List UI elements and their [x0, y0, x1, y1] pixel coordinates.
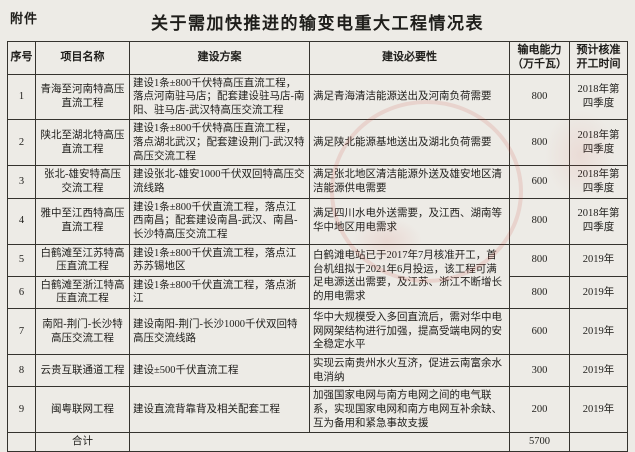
cell-project-name: 白鹤滩至浙江特高压直流工程: [35, 275, 130, 310]
cell-project-name: 陕北至湖北特高压直流工程: [35, 119, 130, 167]
table-body: 1 青海至河南特高压直流工程 建设1条±800千伏特高压直流工程，落点河南驻马店；配…: [7, 73, 628, 452]
cell-plan: 建设张北-雄安1000千伏双回特高压交流线路: [129, 165, 310, 199]
cell-start-time: 2018年第四季度: [569, 165, 628, 199]
cell-capacity: 800: [509, 243, 570, 277]
cell-capacity: 800: [509, 275, 570, 310]
cell-no: 9: [7, 386, 36, 434]
cell-project-name: 张北-雄安特高压交流工程: [35, 165, 130, 199]
cell-no: 1: [7, 73, 36, 121]
cell-start-time: 2018年第四季度: [569, 73, 628, 121]
cell-necessity: 满足四川水电外送需要，及江西、湖南等华中地区用电需求: [309, 197, 510, 245]
cell-project-name: 白鹤滩至江苏特高压直流工程: [35, 243, 130, 277]
table-row: 6 白鹤滩至浙江特高压直流工程 建设1条±800千伏直流工程，落点浙江 800 2019…: [7, 275, 628, 310]
cell-no: 6: [7, 275, 36, 310]
cell-capacity: 600: [509, 165, 570, 199]
column-header-no: 序号: [7, 41, 36, 75]
table-row: 1 青海至河南特高压直流工程 建设1条±800千伏特高压直流工程，落点河南驻马店；配…: [7, 73, 628, 121]
table-row: 7 南阳-荆门-长沙特高压交流工程 建设南阳-荆门-长沙1000千伏双回特高压交流线…: [7, 308, 628, 356]
page-title: 关于需加快推进的输变电重大工程情况表: [151, 14, 484, 33]
cell-necessity: 实现云南贵州水火互济，促进云南富余水电消纳: [309, 354, 510, 388]
cell-plan: 建设直流背靠背及相关配套工程: [129, 386, 310, 434]
column-header-start: 预计核准 开工时间: [569, 41, 628, 75]
cell-start-time: 2019年: [569, 386, 628, 434]
cell-no: 3: [7, 165, 36, 199]
cell-start-time: 2018年第四季度: [569, 119, 628, 167]
header-row: 序号 项目名称 建设方案 建设必要性 输电能力 （万千瓦） 预计核准 开工时间: [7, 41, 628, 75]
cell-no: 4: [7, 197, 36, 245]
table-row: 2 陕北至湖北特高压直流工程 建设1条±800千伏特高压直流工程，落点湖北武汉；配套…: [7, 119, 628, 167]
cell-necessity: 满足青海清洁能源送出及河南负荷需要: [309, 73, 510, 121]
cell-start-time: 2019年: [569, 354, 628, 388]
column-header-necessity: 建设必要性: [309, 41, 510, 75]
table-row: 4 雅中至江西特高压直流工程 建设1条±800千伏直流工程，落点江西南昌；配套建设南…: [7, 197, 628, 245]
cell-project-name: 云贵互联通道工程: [35, 354, 130, 388]
cell-necessity: 白鹤滩电站已于2017年7月核准开工，首台机组拟于2021年6月投运，该工程可满…: [309, 243, 510, 310]
cell-plan: 建设±500千伏直流工程: [129, 354, 310, 388]
cell-start-time: 2019年: [569, 275, 628, 310]
cell-total-capacity: 5700: [509, 432, 570, 452]
cell-necessity: 满足陕北能源基地送出及湖北负荷需要: [309, 119, 510, 167]
table-row: 5 白鹤滩至江苏特高压直流工程 建设1条±800千伏直流工程，落点江苏苏锡地区 白鹤滩…: [7, 243, 628, 310]
cell-plan: 建设1条±800千伏直流工程，落点江西南昌；配套建设南昌-武汉、南昌-长沙特高压…: [129, 197, 310, 245]
cell-start-time: 2018年第四季度: [569, 197, 628, 245]
cell-capacity: 800: [509, 197, 570, 245]
cell-necessity: 华中大规模受入多回直流后，需对华中电网网架结构进行加强，提高受端电网的安全稳定水…: [309, 308, 510, 356]
scanned-document-page: { "document": { "attachment_label": "附件"…: [7, 11, 628, 452]
cell-start-time: 2019年: [569, 243, 628, 277]
cell-no: 8: [7, 354, 36, 388]
cell-project-name: 闽粤联网工程: [35, 386, 130, 434]
cell-footer-empty-no: [7, 432, 36, 452]
column-header-name: 项目名称: [35, 41, 130, 75]
cell-plan: 建设1条±800千伏特高压直流工程，落点河南驻马店；配套建设驻马店-南阳、驻马店…: [129, 73, 310, 121]
cell-necessity: 加强国家电网与南方电网之间的电气联系，实现国家电网和南方电网互补余缺、互为备用和…: [309, 386, 510, 434]
cell-plan: 建设1条±800千伏特高压直流工程，落点湖北武汉；配套建设荆门-武汉特高压交流工…: [129, 119, 310, 167]
cell-start-time: 2019年: [569, 308, 628, 356]
cell-plan: 建设1条±800千伏直流工程，落点江苏苏锡地区: [129, 243, 310, 277]
cell-no: 5: [7, 243, 36, 277]
attachment-label: 附件: [10, 11, 39, 26]
cell-no: 7: [7, 308, 36, 356]
cell-footer-label: 合计: [35, 432, 130, 452]
cell-project-name: 南阳-荆门-长沙特高压交流工程: [35, 308, 130, 356]
footer-row: 合计 5700: [7, 432, 628, 452]
cell-capacity: 600: [509, 308, 570, 356]
column-header-capacity: 输电能力 （万千瓦）: [509, 41, 570, 75]
cell-necessity: 满足张北地区清洁能源外送及雄安地区清洁能源供电需要: [309, 165, 510, 199]
cell-footer-empty-span: [129, 432, 510, 452]
cell-capacity: 800: [509, 119, 570, 167]
cell-footer-empty-time: [569, 432, 628, 452]
cell-no: 2: [7, 119, 36, 167]
cell-capacity: 800: [509, 73, 570, 121]
table-row: 9 闽粤联网工程 建设直流背靠背及相关配套工程 加强国家电网与南方电网之间的电气联系，…: [7, 386, 628, 434]
cell-project-name: 青海至河南特高压直流工程: [35, 73, 130, 121]
column-header-plan: 建设方案: [129, 41, 310, 75]
cell-capacity: 200: [509, 386, 570, 434]
cell-plan: 建设南阳-荆门-长沙1000千伏双回特高压交流线路: [129, 308, 310, 356]
table-row: 3 张北-雄安特高压交流工程 建设张北-雄安1000千伏双回特高压交流线路 满足张北地…: [7, 165, 628, 199]
table-row: 8 云贵互联通道工程 建设±500千伏直流工程 实现云南贵州水火互济，促进云南富余水电…: [7, 354, 628, 388]
cell-project-name: 雅中至江西特高压直流工程: [35, 197, 130, 245]
projects-table: 序号 项目名称 建设方案 建设必要性 输电能力 （万千瓦） 预计核准 开工时间 1 青海至河…: [7, 41, 628, 452]
cell-plan: 建设1条±800千伏直流工程，落点浙江: [129, 275, 310, 310]
cell-capacity: 300: [509, 354, 570, 388]
